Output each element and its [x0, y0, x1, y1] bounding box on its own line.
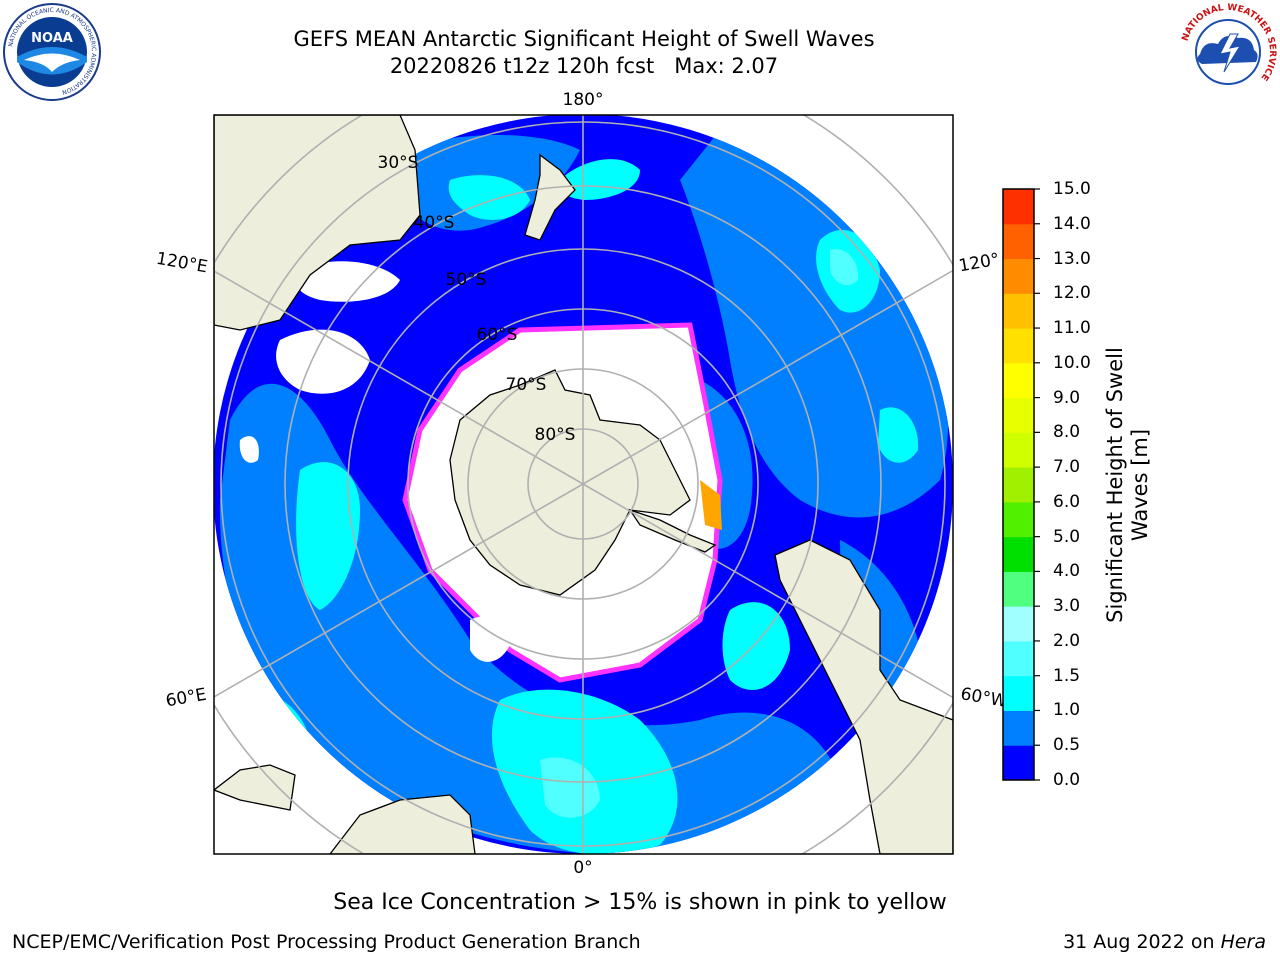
- colorbar-tick-label: 0.5: [1053, 735, 1081, 756]
- noaa-logo-icon: NATIONAL OCEANIC AND ATMOSPHERIC ADMINIS…: [3, 3, 101, 101]
- lat-label-30s: 30°S: [378, 153, 419, 173]
- sea-ice-patches: [239, 261, 510, 662]
- lat-label-40s: 40°S: [414, 213, 455, 233]
- swell-1-5-region: [540, 249, 859, 818]
- sea-ice-caption: Sea Ice Concentration > 15% is shown in …: [333, 890, 947, 915]
- colorbar: [1003, 189, 1034, 781]
- colorbar-tick-label: 0.0: [1053, 770, 1081, 790]
- colorbar-tick-label: 7.0: [1053, 457, 1081, 478]
- colorbar-band: [1003, 640, 1034, 677]
- colorbar-band: [1003, 328, 1034, 364]
- noaa-wordmark: NOAA: [31, 31, 73, 46]
- colorbar-tick-label: 5.0: [1053, 526, 1081, 547]
- colorbar-tick-label: 13.0: [1053, 248, 1091, 269]
- colorbar-tick-label: 6.0: [1053, 491, 1081, 512]
- colorbar-tick-label: 12.0: [1053, 283, 1091, 304]
- date-text: 31 Aug 2022 on: [1063, 931, 1215, 953]
- colorbar-band: [1003, 432, 1034, 468]
- antarctica-landmass: [449, 369, 691, 596]
- colorbar-band: [1003, 293, 1034, 329]
- colorbar-band: [1003, 501, 1034, 538]
- lat-label-60s: 60°S: [477, 325, 518, 345]
- lon-label-60e: 60°E: [164, 685, 208, 712]
- nws-logo-icon: NATIONAL WEATHER SERVICE: [1180, 3, 1277, 100]
- lat-label-50s: 50°S: [446, 270, 487, 290]
- colorbar-band: [1003, 467, 1034, 503]
- colorbar-band: [1003, 710, 1034, 746]
- colorbar-band: [1003, 571, 1034, 607]
- colorbar-tick-label: 15.0: [1053, 179, 1091, 199]
- lon-label-0: 0°: [573, 858, 592, 878]
- colorbar-tick-label: 14.0: [1053, 213, 1091, 234]
- sea-ice-edge-orange: [700, 480, 722, 530]
- colorbar-tick-label: 8.0: [1053, 422, 1081, 443]
- map-frame: [213, 114, 954, 855]
- colorbar-band: [1003, 606, 1034, 642]
- lon-label-120w: 120°: [957, 250, 1001, 277]
- colorbar-band: [1003, 675, 1034, 711]
- africa-landmass: [329, 794, 476, 854]
- colorbar-label: Significant Height of Swell Waves [m]: [1103, 347, 1152, 623]
- colorbar-tick-label: 4.0: [1053, 561, 1081, 582]
- credit-line: NCEP/EMC/Verification Post Processing Pr…: [12, 931, 641, 953]
- colorbar-band: [1003, 536, 1034, 572]
- lon-label-180: 180°: [563, 90, 604, 110]
- colorbar-band: [1003, 397, 1034, 433]
- colorbar-band: [1003, 258, 1034, 294]
- lon-label-60w: 60°W: [959, 684, 1009, 712]
- map-graticule: [214, 115, 953, 854]
- chart-subtitle: 20220826 t12z 120h fcst Max: 2.07: [389, 54, 779, 78]
- host-name: Hera: [1220, 931, 1266, 953]
- colorbar-tick-label: 1.5: [1053, 665, 1081, 686]
- colorbar-ticks: [1034, 188, 1040, 781]
- colorbar-tick-label: 1.0: [1053, 700, 1081, 721]
- south-america-landmass: [774, 539, 953, 854]
- colorbar-band: [1003, 362, 1034, 399]
- colorbar-tick-label: 3.0: [1053, 596, 1081, 617]
- generation-date: 31 Aug 2022 on Hera: [1063, 931, 1266, 953]
- lon-label-120e: 120°E: [155, 249, 209, 278]
- lat-label-80s: 80°S: [535, 425, 576, 445]
- colorbar-tick-label: 9.0: [1053, 387, 1081, 408]
- colorbar-tick-label: 11.0: [1053, 318, 1091, 339]
- colorbar-band: [1003, 745, 1034, 781]
- colorbar-frame: [1002, 188, 1035, 781]
- chart-title: GEFS MEAN Antarctic Significant Height o…: [293, 27, 875, 51]
- australia-landmass: [214, 115, 421, 331]
- colorbar-band: [1003, 189, 1034, 225]
- colorbar-band: [1003, 223, 1034, 260]
- new-zealand-landmass: [524, 153, 576, 241]
- antarctic-peninsula: [628, 508, 717, 553]
- lat-label-70s: 70°S: [506, 375, 547, 395]
- colorbar-tick-label: 2.0: [1053, 630, 1081, 651]
- madagascar-landmass: [214, 764, 296, 811]
- colorbar-tick-label: 10.0: [1053, 352, 1091, 373]
